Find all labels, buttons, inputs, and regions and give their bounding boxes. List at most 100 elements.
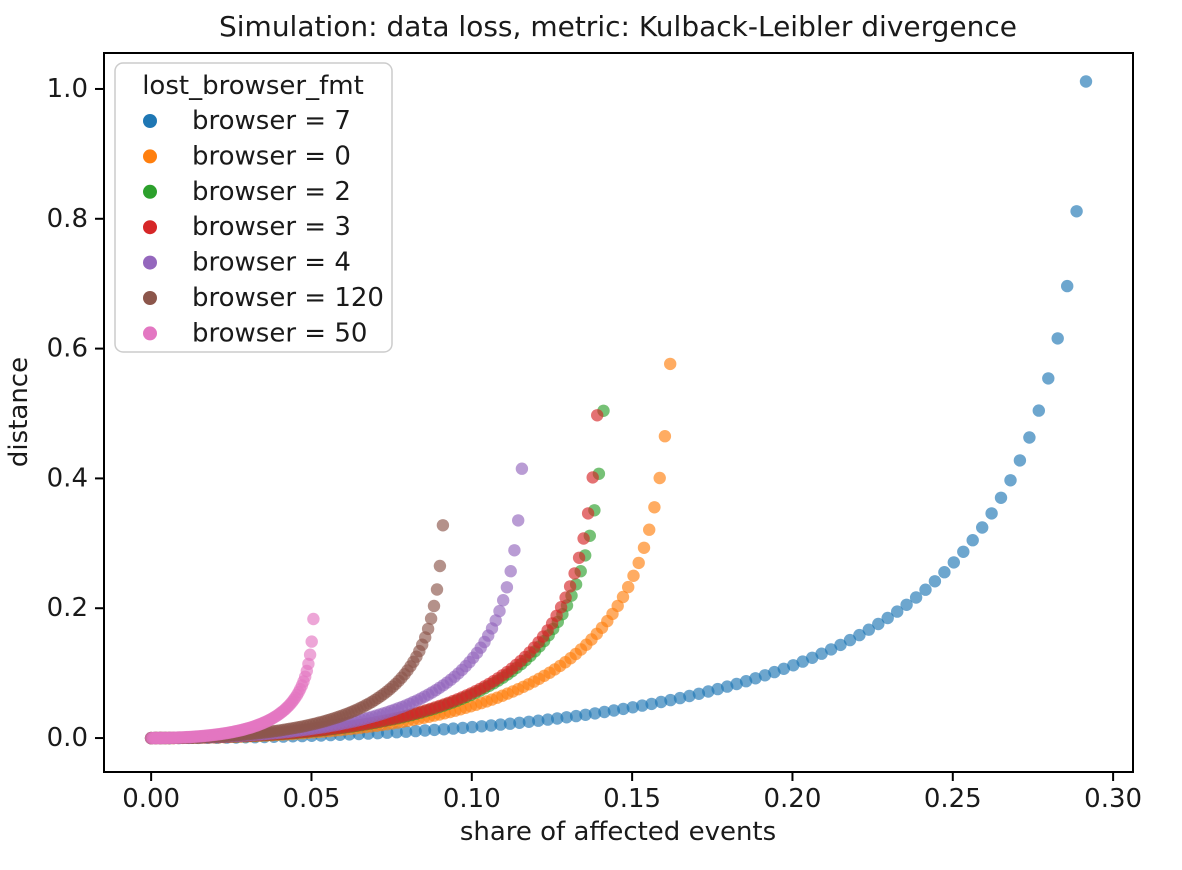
legend-item: browser = 120 xyxy=(143,283,384,313)
scatter-point xyxy=(928,575,942,588)
scatter-point xyxy=(436,519,450,532)
scatter-point xyxy=(447,722,460,735)
scatter-point xyxy=(554,601,568,614)
legend-item: browser = 3 xyxy=(143,212,351,242)
legend-items: browser = 7 browser = 0 browser = 2 browser… xyxy=(143,106,384,348)
scatter-point xyxy=(806,651,819,664)
scatter-point xyxy=(421,622,435,636)
scatter-point xyxy=(430,583,444,596)
scatter-point xyxy=(824,643,838,656)
scatter-point xyxy=(843,633,857,647)
legend-marker-icon xyxy=(143,326,157,341)
scatter-point xyxy=(622,580,635,594)
scatter-point xyxy=(581,507,595,520)
scatter-point xyxy=(433,559,447,573)
y-tick-label: 1.0 xyxy=(47,74,88,104)
legend-item: browser = 4 xyxy=(143,248,351,278)
scatter-point xyxy=(853,628,866,642)
scatter-point xyxy=(560,711,573,724)
scatter-point xyxy=(427,599,441,613)
scatter-point xyxy=(683,689,696,703)
scatter-point xyxy=(399,725,413,738)
scatter-point xyxy=(579,708,592,721)
scatter-point xyxy=(513,716,526,729)
scatter-point xyxy=(626,701,639,714)
scatter-point xyxy=(598,705,611,719)
x-tick-label: 0.15 xyxy=(603,784,661,814)
ticks-layer: 0.00 0.05 0.10 0.15 0.20 0.25 0.30 0.0 0.2 0.4 0.6… xyxy=(47,74,1142,814)
scatter-point xyxy=(796,655,809,668)
scatter-point xyxy=(563,580,577,593)
scatter-point xyxy=(721,680,734,693)
scatter-point xyxy=(551,712,564,725)
scatter-point xyxy=(966,534,979,547)
scatter-point xyxy=(654,695,668,709)
scatter-point xyxy=(664,693,677,707)
scatter-point xyxy=(559,591,572,604)
scatter-point xyxy=(702,685,715,698)
scatter-point xyxy=(739,675,753,688)
scatter-point xyxy=(617,702,630,716)
scatter-point xyxy=(711,682,724,696)
scatter-point xyxy=(522,715,536,728)
legend-marker-icon xyxy=(143,184,157,199)
scatter-point xyxy=(512,514,525,527)
scatter-point xyxy=(976,521,989,534)
scatter-point xyxy=(305,635,318,648)
scatter-point xyxy=(504,565,517,578)
legend-item-label: browser = 120 xyxy=(192,283,384,313)
scatter-point xyxy=(586,471,599,484)
scatter-point xyxy=(497,594,510,607)
scatter-point xyxy=(658,430,672,443)
scatter-point xyxy=(730,677,743,691)
scatter-point xyxy=(1079,75,1093,88)
scatter-point xyxy=(607,704,621,717)
scatter-point xyxy=(758,669,772,682)
scatter-point xyxy=(541,713,554,726)
scatter-point xyxy=(1032,404,1046,417)
scatter-point xyxy=(787,659,800,672)
scatter-point xyxy=(437,723,451,736)
scatter-point xyxy=(1070,205,1083,218)
scatter-point xyxy=(1004,474,1017,487)
scatter-point xyxy=(872,617,885,631)
x-axis-label: share of affected events xyxy=(460,817,776,847)
legend-marker-icon xyxy=(143,149,157,164)
scatter-point xyxy=(919,583,932,596)
scatter-point xyxy=(648,501,661,514)
legend-marker-icon xyxy=(143,220,157,235)
legend-box xyxy=(114,62,393,353)
legend-item-label: browser = 50 xyxy=(192,318,367,348)
legend-marker-icon xyxy=(143,291,157,305)
legend-item-label: browser = 2 xyxy=(192,177,351,207)
scatter-point xyxy=(494,718,507,731)
legend-item: browser = 0 xyxy=(143,141,351,171)
series-browser-50 xyxy=(144,612,320,745)
scatter-point xyxy=(418,724,432,737)
scatter-point xyxy=(891,605,904,618)
scatter-point xyxy=(815,647,828,660)
scatter-point xyxy=(611,599,624,613)
scatter-point xyxy=(643,523,656,536)
scatter-point xyxy=(428,723,441,737)
legend-item: browser = 50 xyxy=(143,318,367,348)
scatter-point xyxy=(577,532,590,545)
scatter-point xyxy=(591,409,604,422)
scatter-point xyxy=(424,612,438,625)
x-tick-label: 0.10 xyxy=(443,784,501,814)
scatter-point xyxy=(1023,431,1036,444)
scatter-point xyxy=(994,491,1008,504)
legend-title: lost_browser_fmt xyxy=(142,71,364,101)
scatter-point xyxy=(673,691,687,705)
scatter-point xyxy=(653,471,666,485)
y-tick-label: 0.0 xyxy=(47,723,88,753)
scatter-point xyxy=(568,567,581,580)
y-tick-label: 0.6 xyxy=(47,334,88,364)
scatter-point xyxy=(1013,454,1027,467)
scatter-point xyxy=(569,709,583,723)
x-tick-label: 0.30 xyxy=(1084,784,1142,814)
scatter-point xyxy=(307,612,320,626)
y-tick-label: 0.4 xyxy=(47,463,88,493)
